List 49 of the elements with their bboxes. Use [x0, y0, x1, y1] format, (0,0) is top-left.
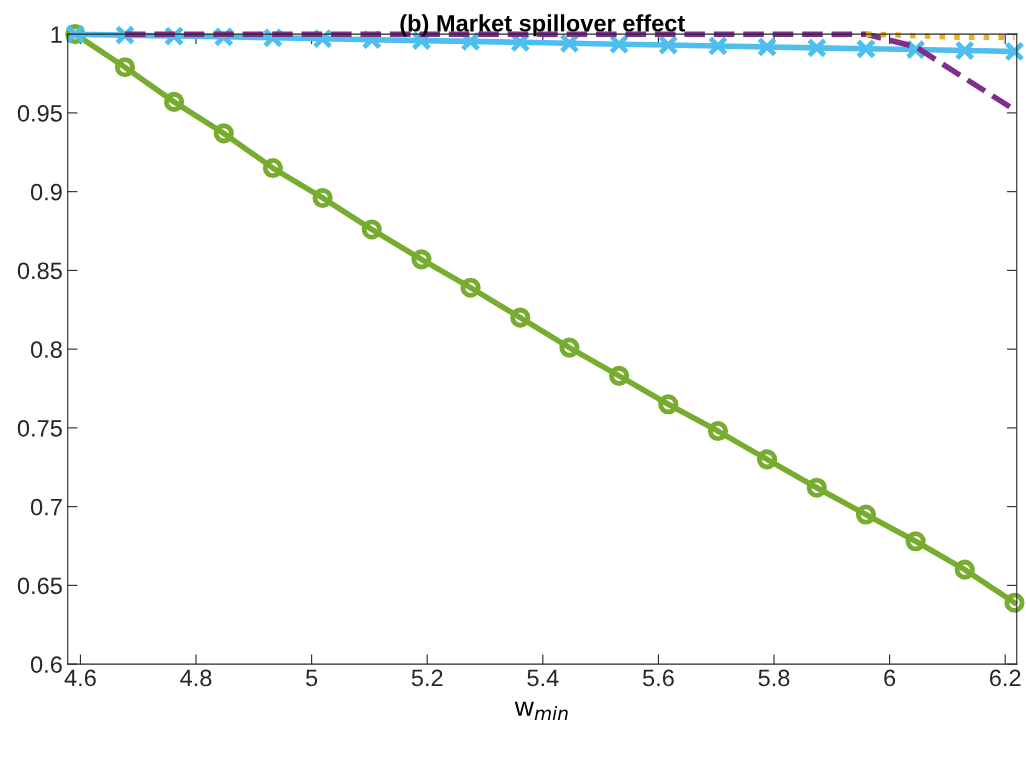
point: [954, 40, 975, 61]
point: [658, 394, 679, 415]
point: [806, 37, 827, 58]
point: [855, 38, 876, 59]
y-tick-label: 0.7: [30, 498, 62, 516]
point: [905, 531, 926, 552]
point: [213, 123, 234, 144]
x-tick-label: 6.2: [990, 669, 1021, 687]
point: [707, 35, 729, 57]
x-tick-label: 5.4: [527, 669, 559, 687]
x-tick-label: 5.8: [758, 669, 790, 687]
point: [361, 219, 382, 240]
x-axis-title: w$_{min}$: [514, 701, 568, 720]
chart-title: (b) Market spillover effect: [400, 14, 685, 37]
point: [954, 559, 975, 580]
point: [559, 337, 580, 358]
x-tick-label: 4.6: [64, 669, 96, 687]
point: [1004, 592, 1025, 613]
point: [114, 25, 136, 46]
point: [757, 449, 778, 470]
y-tick-label: 0.6: [30, 656, 62, 673]
x-tick-label: 4.8: [180, 669, 212, 687]
y-tick-label: 1: [51, 26, 62, 43]
y-tick-label: 0.65: [17, 577, 62, 595]
point: [757, 36, 778, 57]
y-tick-label: 0.85: [17, 262, 62, 280]
point: [1004, 41, 1025, 62]
point: [460, 277, 481, 298]
y-tick-label: 0.95: [17, 104, 62, 122]
point: [262, 157, 283, 179]
point: [114, 57, 136, 78]
point: [707, 420, 729, 442]
point: [855, 504, 876, 525]
point: [312, 187, 333, 209]
point: [164, 91, 185, 112]
point: [806, 477, 827, 498]
point: [262, 27, 283, 48]
point: [609, 365, 630, 386]
x-tick-label: 5.2: [411, 669, 443, 687]
y-tick-label: 0.9: [30, 183, 62, 201]
point: [658, 34, 679, 56]
point: [411, 249, 432, 270]
x-tick-label: 5.6: [642, 669, 674, 687]
x-tick-label: 6: [884, 669, 896, 687]
x-tick-label: 5: [306, 669, 318, 687]
point: [510, 307, 531, 328]
y-tick-label: 0.8: [30, 341, 62, 358]
y-tick-label: 0.75: [17, 419, 62, 437]
point: [905, 39, 926, 60]
